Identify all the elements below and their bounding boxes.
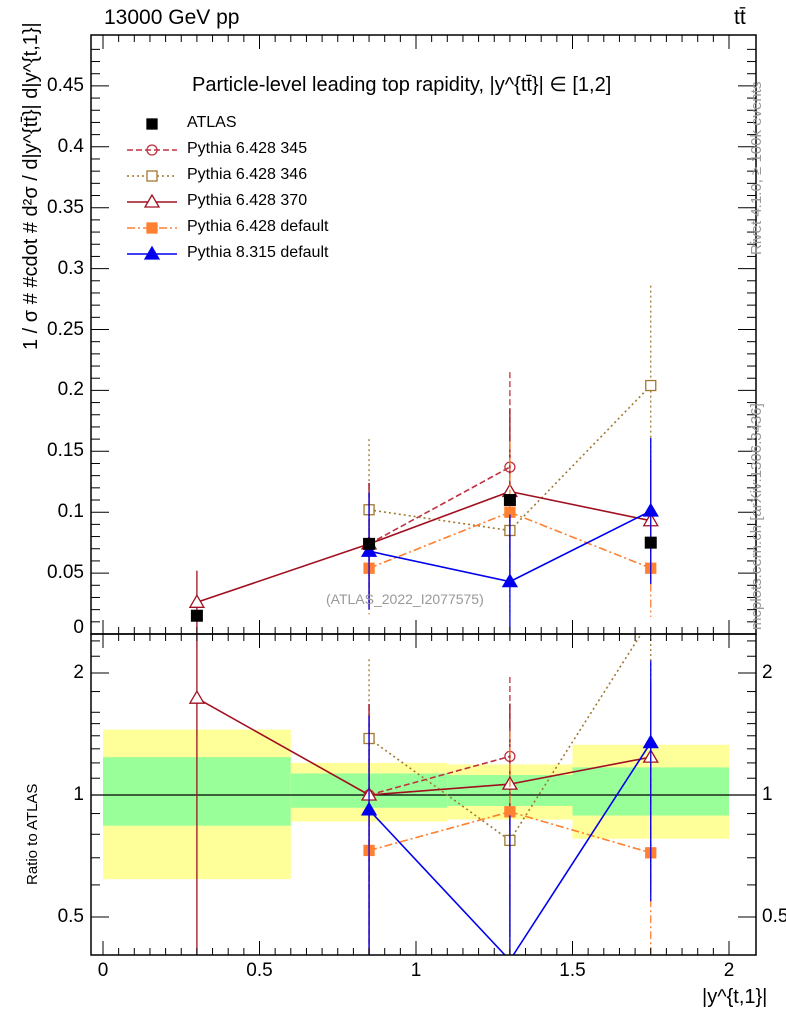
process-label: tt̄ [734, 6, 746, 29]
legend-label: Pythia 6.428 346 [187, 166, 308, 183]
atlas-data-point [503, 494, 516, 507]
data-point [642, 502, 659, 517]
legend-marker [146, 144, 158, 156]
series-line [368, 384, 652, 532]
y-tick-label: 0.4 [57, 135, 84, 157]
ratio-y-tick-label: 0.5 [57, 905, 84, 927]
y-tick-label: 0.05 [47, 562, 84, 584]
ratio-series-line [196, 697, 651, 796]
energy-label: 13000 GeV pp [104, 6, 240, 29]
x-axis-label: |y^{t,1}| [702, 986, 768, 1008]
data-point [360, 542, 378, 557]
analysis-watermark: (ATLAS_2022_I2077575) [326, 591, 484, 607]
data-point [501, 573, 519, 588]
y-tick-label: 0.1 [57, 501, 84, 523]
x-tick-label: 1 [410, 960, 422, 981]
y-tick-label: 0.45 [47, 74, 84, 96]
ratio-series-line [368, 742, 652, 956]
data-point [645, 379, 657, 392]
series-line [368, 510, 652, 583]
ratio-point [360, 801, 378, 816]
atlas-data-point [644, 536, 657, 549]
mcplots-label: mcplots.cern.ch [arXiv:1306.3436] [748, 403, 765, 630]
y-tick-label: 0 [73, 617, 84, 638]
x-tick-label: 2 [723, 960, 735, 981]
ratio-point [188, 689, 206, 704]
legend-label: Pythia 6.428 370 [187, 192, 308, 209]
ratio-panel [188, 633, 659, 956]
ratio-point [504, 806, 516, 818]
atlas-data-point [190, 609, 203, 622]
data-point [188, 594, 206, 608]
main-panel [188, 285, 659, 634]
rivet-label: Rivet 4.1.0, ≥ 100k events [748, 81, 765, 255]
legend-label: Pythia 8.315 default [187, 244, 329, 261]
ratio-series-line [368, 755, 511, 796]
series-line [368, 511, 652, 569]
ratio-y-tick-label: 2 [73, 662, 84, 683]
legend-marker [143, 193, 161, 208]
y-tick-label: 0.3 [57, 257, 84, 279]
ratio-y-tick-label-right: 2 [762, 662, 773, 683]
ratio-y-tick-label-right: 0.5 [762, 905, 786, 927]
legend-marker [143, 245, 161, 260]
ratio-y-tick-label: 1 [73, 784, 84, 805]
y-tick-label: 0.15 [47, 440, 84, 462]
ratio-y-axis-label: Ratio to ATLAS [24, 783, 41, 885]
legend-label: Pythia 6.428 345 [187, 140, 308, 157]
ratio-point [642, 734, 659, 749]
x-tick-label: 1.5 [559, 960, 586, 981]
legend-label: Pythia 6.428 default [187, 218, 329, 235]
x-tick-label: 0 [97, 960, 109, 981]
y-tick-label: 0.35 [47, 196, 84, 218]
series-line [368, 466, 511, 545]
x-tick-label: 0.5 [246, 960, 273, 981]
series-line [196, 490, 651, 604]
ratio-y-tick-label-right: 1 [762, 784, 773, 805]
atlas-data-point [363, 537, 376, 550]
y-tick-label: 0.2 [57, 379, 84, 401]
legend-marker [146, 170, 158, 182]
legend-marker [146, 118, 158, 130]
y-axis-label: 1 / σ # #cdot # d²σ / d|y^{tt̄}| d|y^{t,… [20, 22, 42, 350]
legend-marker [146, 222, 158, 234]
chart-title: Particle-level leading top rapidity, |y^… [192, 74, 612, 96]
y-tick-label: 0.25 [47, 318, 84, 340]
legend-label: ATLAS [187, 114, 237, 131]
